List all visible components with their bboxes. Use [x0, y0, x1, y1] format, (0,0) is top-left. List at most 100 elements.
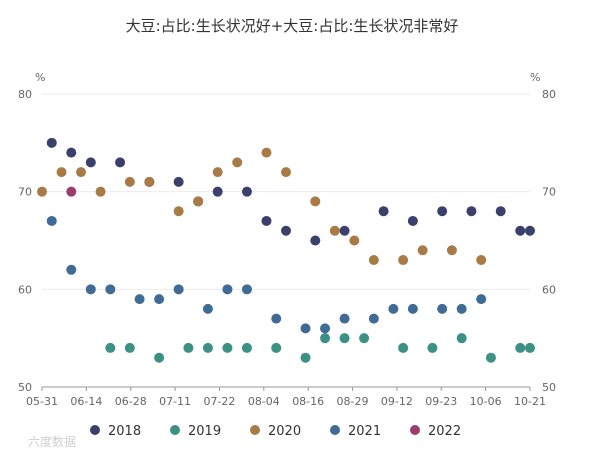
point-2020-14 — [349, 235, 360, 246]
series-2020 — [37, 147, 487, 266]
x-tick-07-22: 07-22 — [203, 395, 235, 408]
legend-marker-2020 — [250, 425, 260, 435]
legend-marker-2022 — [410, 425, 420, 435]
point-2019-9 — [320, 333, 331, 344]
point-2019-5 — [222, 342, 233, 353]
point-2020-13 — [329, 225, 340, 236]
legend-marker-2021 — [330, 425, 340, 435]
point-2019-15 — [485, 352, 496, 363]
point-2021-8 — [222, 284, 233, 295]
point-2019-17 — [525, 342, 535, 353]
point-2020-5 — [144, 176, 155, 187]
point-2019-11 — [359, 333, 370, 344]
point-2018-9 — [261, 215, 272, 226]
x-tick-labels: 05-31 06-14 06-28 07-11 07-22 08-04 08-16 08-29… — [26, 387, 546, 408]
y-tick-left-60: 60 — [18, 283, 32, 296]
point-2021-2 — [85, 284, 96, 295]
point-2019-6 — [241, 342, 252, 353]
legend-label-2021: 2021 — [348, 424, 381, 439]
point-2020-18 — [446, 245, 457, 256]
point-2018-5 — [173, 176, 184, 187]
point-2018-17 — [495, 206, 506, 217]
unit-right: % — [530, 71, 540, 84]
point-2022-0 — [66, 186, 77, 197]
point-2020-19 — [476, 255, 487, 266]
point-2021-9 — [241, 284, 252, 295]
unit-left: % — [35, 71, 45, 84]
chart-title: 大豆:占比:生长状况好+大豆:占比:生长状况非常好 — [126, 17, 459, 35]
point-2019-0 — [105, 342, 116, 353]
y-tick-labels: 50 50 60 60 70 70 80 80 — [18, 88, 556, 394]
point-2020-16 — [398, 255, 409, 266]
point-2018-2 — [85, 157, 96, 168]
data-points — [37, 137, 535, 363]
point-2020-15 — [368, 255, 379, 266]
y-tick-left-50: 50 — [18, 381, 32, 394]
y-tick-right-60: 60 — [542, 283, 556, 296]
legend-marker-2018 — [90, 425, 100, 435]
y-tick-right-80: 80 — [542, 88, 556, 101]
point-2021-19 — [476, 294, 487, 305]
point-2018-8 — [241, 186, 252, 197]
point-2021-7 — [202, 303, 213, 314]
point-2021-1 — [66, 264, 77, 275]
x-tick-06-14: 06-14 — [70, 395, 102, 408]
x-tick-08-29: 08-29 — [337, 395, 369, 408]
point-2019-12 — [398, 342, 409, 353]
point-2021-16 — [407, 303, 418, 314]
point-2018-14 — [407, 215, 418, 226]
point-2019-16 — [515, 342, 526, 353]
point-2018-18 — [515, 225, 526, 236]
point-2020-12 — [310, 196, 321, 207]
point-2021-15 — [388, 303, 399, 314]
point-2020-3 — [95, 186, 106, 197]
point-2020-4 — [124, 176, 135, 187]
point-2021-6 — [173, 284, 184, 295]
point-2019-8 — [300, 352, 311, 363]
point-2018-19 — [525, 225, 535, 236]
x-tick-07-11: 07-11 — [159, 395, 191, 408]
point-2018-3 — [115, 157, 126, 168]
legend-marker-2019 — [170, 425, 180, 435]
point-2019-2 — [154, 352, 165, 363]
point-2020-8 — [212, 167, 223, 178]
x-tick-10-21: 10-21 — [514, 395, 546, 408]
point-2019-1 — [124, 342, 135, 353]
point-2020-2 — [76, 167, 87, 178]
point-2018-7 — [212, 186, 223, 197]
point-2021-0 — [46, 215, 57, 226]
point-2019-3 — [183, 342, 194, 353]
point-2018-13 — [378, 206, 389, 217]
x-tick-06-28: 06-28 — [115, 395, 147, 408]
series-2021 — [46, 215, 487, 334]
point-2018-1 — [66, 147, 77, 158]
point-2021-17 — [437, 303, 448, 314]
point-2021-14 — [368, 313, 379, 324]
point-2020-7 — [193, 196, 204, 207]
point-2018-15 — [437, 206, 448, 217]
point-2018-0 — [46, 137, 57, 148]
point-2020-0 — [37, 186, 47, 197]
point-2021-10 — [271, 313, 282, 324]
point-2020-1 — [56, 167, 67, 178]
x-tick-09-12: 09-12 — [381, 395, 413, 408]
point-2019-14 — [456, 333, 467, 344]
y-tick-left-70: 70 — [18, 186, 32, 199]
point-2021-4 — [134, 294, 145, 305]
point-2021-3 — [105, 284, 116, 295]
x-tick-05-31: 05-31 — [26, 395, 58, 408]
point-2020-10 — [261, 147, 272, 158]
point-2018-16 — [466, 206, 477, 217]
point-2021-13 — [339, 313, 350, 324]
legend-label-2022: 2022 — [428, 424, 461, 439]
point-2018-10 — [281, 225, 291, 236]
series-2022 — [66, 186, 77, 197]
point-2021-11 — [300, 323, 311, 334]
point-2020-6 — [173, 206, 184, 217]
point-2019-4 — [202, 342, 213, 353]
point-2019-13 — [427, 342, 438, 353]
gridlines — [42, 93, 530, 388]
x-tick-09-23: 09-23 — [425, 395, 457, 408]
point-2019-10 — [339, 333, 350, 344]
